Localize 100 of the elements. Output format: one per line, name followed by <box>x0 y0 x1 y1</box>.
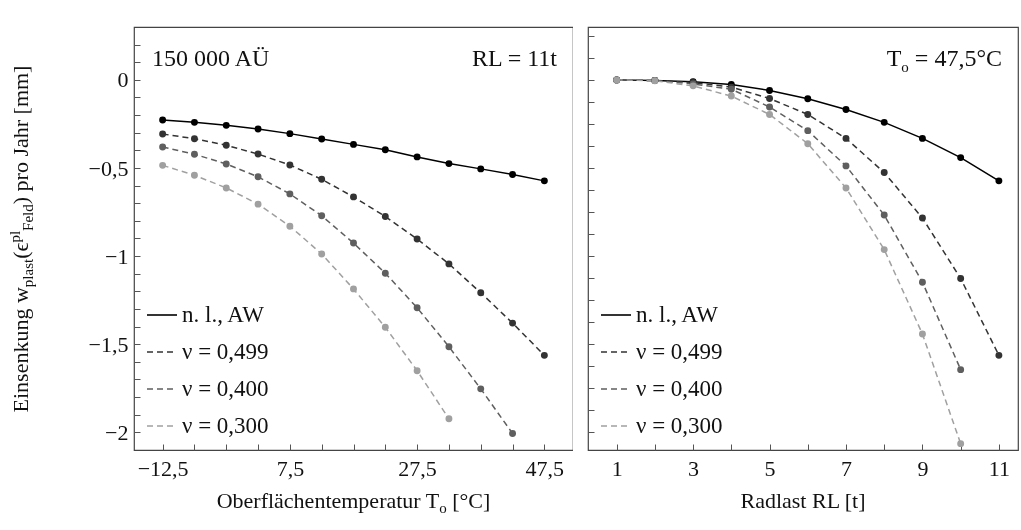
point <box>159 161 167 169</box>
point <box>350 285 357 293</box>
x-tick-label: 1 <box>611 455 623 481</box>
legend-label: n. l., AW <box>182 302 265 327</box>
point <box>318 212 326 220</box>
point <box>766 103 774 111</box>
x-tick-label: 47,5 <box>525 455 565 481</box>
y-tick-label: −1,5 <box>88 331 129 357</box>
point <box>957 366 965 374</box>
point <box>880 246 888 254</box>
point <box>540 177 548 185</box>
point <box>957 154 965 162</box>
point <box>190 150 198 158</box>
point <box>190 171 198 179</box>
point <box>350 193 357 201</box>
legend-label: ν = 0,400 <box>636 376 723 401</box>
point <box>842 162 850 170</box>
point <box>995 177 1003 185</box>
legend-label: ν = 0,499 <box>636 339 723 364</box>
point <box>350 239 357 247</box>
point <box>381 323 389 331</box>
point <box>286 161 294 169</box>
legend-label: ν = 0,400 <box>182 376 269 401</box>
x-axis-title: Radlast RL [t] <box>740 488 866 514</box>
point <box>159 130 167 138</box>
point <box>318 250 326 258</box>
point <box>918 214 926 222</box>
point <box>477 289 485 297</box>
annotation: 150 000 AÜ <box>152 45 270 72</box>
point <box>254 173 262 181</box>
point <box>286 222 294 230</box>
point <box>350 140 357 148</box>
x-tick-label: 27,5 <box>398 455 437 481</box>
x-tick-label: 7 <box>841 455 852 481</box>
point <box>477 385 485 393</box>
point <box>804 140 812 148</box>
point <box>318 175 326 183</box>
point <box>804 127 812 135</box>
point <box>190 135 198 143</box>
point <box>918 330 926 338</box>
point <box>880 169 888 177</box>
point <box>804 110 812 118</box>
x-tick-label: 5 <box>764 455 776 481</box>
point <box>222 121 230 129</box>
point <box>995 351 1003 359</box>
x-axis-title: Oberflächentemperatur T$_{o}$ [°C] <box>216 488 491 518</box>
point <box>766 110 774 118</box>
point <box>766 95 774 103</box>
point <box>413 235 421 243</box>
point <box>880 211 888 219</box>
point <box>190 118 198 126</box>
legend-label: ν = 0,300 <box>636 413 723 438</box>
point <box>918 278 926 286</box>
x-tick-label: 7,5 <box>276 455 305 481</box>
point <box>509 319 517 327</box>
x-tick-label: 9 <box>917 455 929 481</box>
y-tick-label: 0 <box>117 67 129 93</box>
point <box>381 146 389 154</box>
point <box>381 213 389 220</box>
point <box>509 171 517 178</box>
point <box>727 92 735 100</box>
point <box>413 153 421 161</box>
point <box>413 367 421 375</box>
point <box>445 415 453 423</box>
point <box>222 160 230 168</box>
x-tick-label: 11 <box>988 455 1010 481</box>
point <box>766 86 774 94</box>
point <box>842 134 850 142</box>
point <box>381 269 389 277</box>
point <box>254 125 262 133</box>
point <box>804 95 812 103</box>
point <box>918 134 926 142</box>
point <box>318 135 326 143</box>
point <box>842 106 850 113</box>
point <box>477 165 485 173</box>
point <box>540 351 548 359</box>
point <box>413 304 421 312</box>
point <box>445 343 453 351</box>
point <box>222 141 230 149</box>
y-tick-label: −0,5 <box>88 155 129 181</box>
y-tick-label: −1 <box>105 243 129 269</box>
legend-label: ν = 0,300 <box>182 413 269 438</box>
point <box>286 130 294 138</box>
point <box>159 116 167 124</box>
point <box>957 275 965 282</box>
point <box>445 160 453 168</box>
x-tick-label: 3 <box>688 455 700 481</box>
point <box>254 200 262 208</box>
point <box>880 118 888 126</box>
y-tick-label: −2 <box>105 419 129 445</box>
point <box>842 184 850 192</box>
point <box>286 190 294 198</box>
legend-label: ν = 0,499 <box>182 339 269 364</box>
point <box>509 429 517 437</box>
annotation: RL = 11t <box>471 45 557 72</box>
point <box>159 143 167 151</box>
point <box>222 184 230 192</box>
legend-label: n. l., AW <box>636 302 719 327</box>
point <box>957 440 965 448</box>
point <box>254 150 262 158</box>
